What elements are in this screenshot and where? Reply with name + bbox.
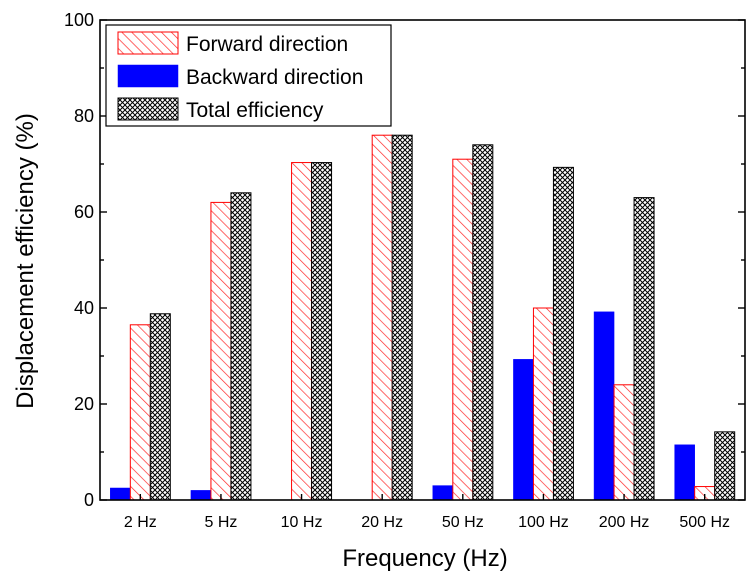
bar-backward-direction-2-hz <box>110 487 131 501</box>
x-axis-title: Frequency (Hz) <box>342 545 507 572</box>
bar-backward-direction-200-hz <box>593 311 615 501</box>
legend-swatch-backward-direction <box>117 64 179 88</box>
bar-forward-direction-200-hz <box>613 384 635 501</box>
bar-total-efficiency-50-hz <box>472 144 494 501</box>
x-tick-label-50-hz: 50 Hz <box>442 514 484 531</box>
y-tick-label: 0 <box>84 490 94 510</box>
x-tick-label-2-hz: 2 Hz <box>124 514 157 531</box>
y-axis-title: Displacement efficiency (%) <box>12 113 39 409</box>
bar-forward-direction-50-hz <box>452 158 474 501</box>
bar-total-efficiency-100-hz <box>552 166 574 501</box>
x-tick-label-5-hz: 5 Hz <box>204 514 237 531</box>
x-tick-label-100-hz: 100 Hz <box>518 514 569 531</box>
bar-total-efficiency-5-hz <box>230 192 252 501</box>
legend-label-forward-direction: Forward direction <box>186 33 348 56</box>
x-tick-label-10-hz: 10 Hz <box>281 514 323 531</box>
legend-label-total-efficiency: Total efficiency <box>186 99 324 122</box>
bar-forward-direction-2-hz <box>129 324 151 501</box>
x-tick-label-200-hz: 200 Hz <box>599 514 650 531</box>
bar-forward-direction-5-hz <box>210 201 232 501</box>
legend: Forward direction Backward direction Total… <box>105 24 392 127</box>
bar-total-efficiency-10-hz <box>311 162 333 501</box>
bar-backward-direction-100-hz <box>513 359 534 501</box>
y-tick-label: 40 <box>74 298 94 318</box>
y-tick-label: 80 <box>74 106 94 126</box>
y-tick-label: 60 <box>74 202 94 222</box>
axes-layer: 0 20 40 60 80 100 2 Hz 5 Hz 10 Hz 20 Hz 50 Hz 100 H… <box>64 10 746 531</box>
bar-backward-direction-50-hz <box>432 485 454 501</box>
bar-total-efficiency-500-hz <box>714 431 736 501</box>
bar-backward-direction-5-hz <box>190 490 212 501</box>
bars-layer <box>110 134 736 501</box>
bar-total-efficiency-200-hz <box>633 197 655 501</box>
x-tick-label-20-hz: 20 Hz <box>361 514 403 531</box>
legend-swatch-forward-direction <box>117 31 179 55</box>
y-tick-label: 100 <box>64 10 94 30</box>
bar-forward-direction-100-hz <box>532 307 554 501</box>
legend-swatch-total-efficiency <box>117 97 179 121</box>
legend-label-backward-direction: Backward direction <box>186 66 363 89</box>
y-tick-label: 20 <box>74 394 94 414</box>
bar-forward-direction-20-hz <box>371 134 393 501</box>
bar-backward-direction-500-hz <box>674 444 695 501</box>
x-tick-label-500-hz: 500 Hz <box>679 514 730 531</box>
bar-total-efficiency-2-hz <box>149 313 171 501</box>
bar-forward-direction-10-hz <box>291 162 313 501</box>
bar-total-efficiency-20-hz <box>391 134 413 501</box>
